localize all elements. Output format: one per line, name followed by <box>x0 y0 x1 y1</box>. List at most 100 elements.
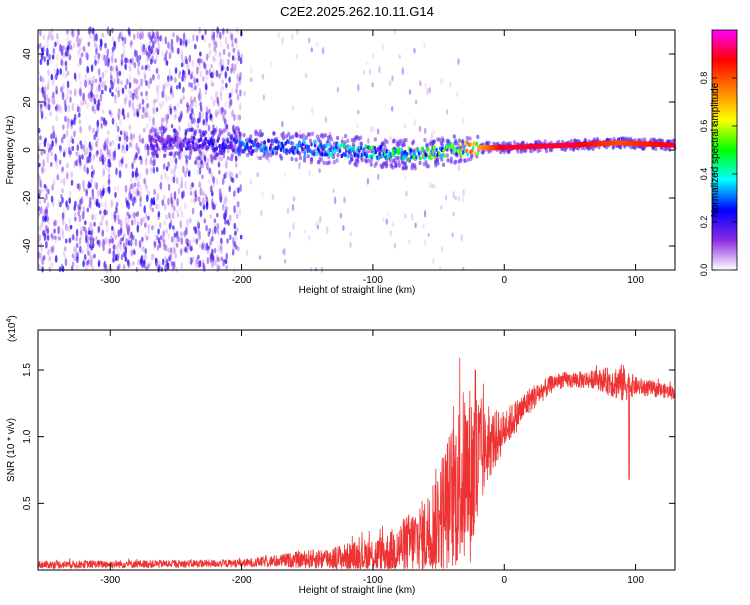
spectrogram-cell <box>145 80 148 87</box>
spectrogram-cell <box>60 86 63 93</box>
spectrogram-cell <box>133 182 137 188</box>
spectrogram-cell <box>38 141 42 148</box>
spectrogram-cell <box>111 213 114 219</box>
spectrogram-cell <box>131 219 134 226</box>
spectrogram-cell <box>118 110 122 116</box>
spectrogram-cell <box>56 68 59 76</box>
spectrogram-cell <box>213 57 217 63</box>
spectrogram-cell <box>48 266 52 273</box>
spectrogram-cell <box>96 153 99 159</box>
spectrogram-cell <box>41 86 45 92</box>
spectrogram-cell <box>295 143 299 148</box>
spectrogram-cell <box>126 211 130 217</box>
spectrogram-cell <box>103 156 107 162</box>
spectrogram-cell <box>175 242 179 248</box>
spectrogram-cell <box>352 145 356 150</box>
spectrogram-cell <box>212 56 216 62</box>
spectrogram-cell <box>190 198 193 203</box>
spectrogram-cell <box>95 44 98 53</box>
spectrogram-cell <box>143 73 147 79</box>
spectrogram-cell <box>173 205 176 212</box>
spectrogram-cell <box>150 58 153 65</box>
spectrogram-cell <box>124 216 127 225</box>
spectrogram-cell <box>109 87 112 94</box>
spectrogram-cell <box>187 121 191 128</box>
spectrogram-cell <box>61 178 64 184</box>
spectrogram-cell <box>84 50 88 58</box>
spectrogram-cell <box>198 92 201 102</box>
spectrogram-cell <box>237 152 242 157</box>
spectrogram-cell <box>136 224 140 233</box>
spectrogram-cell <box>92 61 96 67</box>
spectrogram-cell <box>122 263 126 269</box>
spectrogram-cell <box>147 80 151 89</box>
spectrogram-cell <box>51 79 55 87</box>
spectrogram-cell <box>64 115 67 123</box>
spectrogram-cell <box>45 94 49 101</box>
spectrogram-cell <box>40 220 44 228</box>
spectrogram-cell <box>107 160 110 168</box>
spectrogram-cell <box>112 229 116 238</box>
spectrogram-cell <box>191 71 194 79</box>
spectrogram-cell <box>108 238 112 244</box>
spectrogram-cell <box>127 217 130 224</box>
spectrogram-cell <box>143 260 146 269</box>
spectrogram-cell <box>61 196 64 204</box>
spectrogram-cell <box>288 231 292 239</box>
spectrogram-cell <box>147 63 151 72</box>
spectrogram-cell <box>71 253 75 259</box>
spectrogram-cell <box>161 199 165 206</box>
spectrogram-cell <box>40 47 44 53</box>
spectrogram-cell <box>82 179 85 188</box>
spectrogram-cell <box>221 107 225 112</box>
spectrogram-cell <box>79 140 82 146</box>
spectrogram-cell <box>125 79 128 85</box>
spectrogram-cell <box>220 192 223 201</box>
spectrogram-cell <box>452 134 456 139</box>
spectrogram-cell <box>71 29 75 38</box>
spectrogram-cell <box>243 142 246 148</box>
spectrogram-cell <box>103 54 106 62</box>
spectrogram-cell <box>68 190 72 197</box>
spectrogram-cell <box>151 28 154 34</box>
spectrogram-cell <box>403 149 407 155</box>
spectrogram-cell <box>135 188 138 197</box>
spectrogram-cell <box>159 102 162 108</box>
spectrogram-cell <box>221 79 224 85</box>
spectrogram-cell <box>237 187 240 194</box>
spectrogram-cell <box>142 50 145 55</box>
spectrogram-cell <box>261 191 264 198</box>
spectrogram-cell <box>141 137 145 144</box>
spectrogram-cell <box>55 156 59 163</box>
spectrogram-cell <box>222 200 225 209</box>
spectrogram-cell <box>122 251 125 258</box>
spectrogram-cell <box>152 73 155 81</box>
spectrogram-cell <box>397 150 401 156</box>
spectrogram-cell <box>153 241 157 247</box>
spectrogram-cell <box>185 161 189 169</box>
spectrogram-cell <box>171 200 174 207</box>
spectrogram-cell <box>80 99 83 107</box>
spectrogram-cell <box>129 58 132 64</box>
spectrogram-cell <box>96 85 99 94</box>
spectrogram-cell <box>281 131 285 136</box>
spectrogram-cell <box>155 203 158 210</box>
spectrogram-cell <box>181 143 184 148</box>
spectrogram-cell <box>159 35 162 42</box>
spectrogram-cell <box>296 28 299 35</box>
spectrogram-cell <box>149 158 153 166</box>
spectrogram-cell <box>247 148 251 153</box>
spectrogram-cell <box>76 264 79 270</box>
spectrogram-cell <box>117 229 120 238</box>
spectrogram-cell <box>157 201 161 210</box>
spectrogram-cell <box>84 226 87 233</box>
spectrogram-cell <box>442 148 446 153</box>
spectrogram-cell <box>111 139 115 146</box>
spectrogram-cell <box>261 73 265 80</box>
spectrogram-cell <box>220 237 223 245</box>
spectrogram-cell <box>118 70 122 77</box>
spectrogram-cell <box>180 237 184 245</box>
spectrogram-cell <box>173 76 177 82</box>
spectrogram-cell <box>66 163 69 169</box>
spectrogram-cell <box>237 49 240 56</box>
